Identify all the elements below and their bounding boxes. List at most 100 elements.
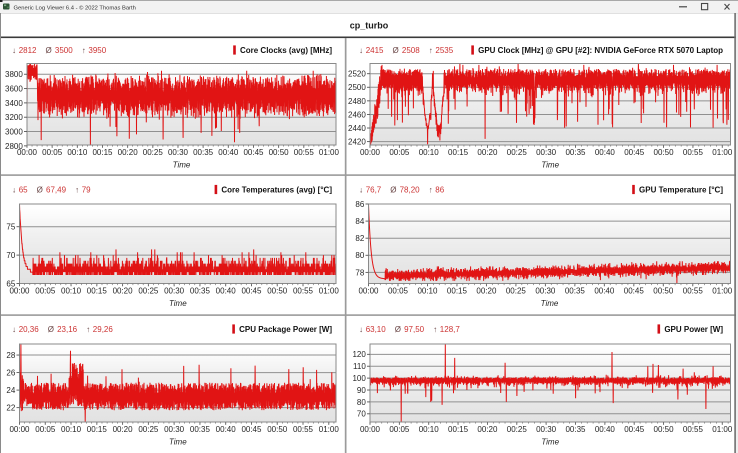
svg-text:90: 90 — [357, 386, 366, 395]
svg-text:00:50: 00:50 — [653, 287, 674, 296]
svg-text:00:30: 00:30 — [536, 425, 557, 434]
svg-text:00:30: 00:30 — [168, 148, 189, 157]
svg-text:00:00: 00:00 — [360, 425, 381, 434]
svg-text:2420: 2420 — [348, 138, 366, 147]
svg-text:00:05: 00:05 — [35, 287, 56, 296]
svg-text:70: 70 — [357, 410, 366, 419]
svg-text:00:30: 00:30 — [164, 425, 185, 434]
svg-text:01:00: 01:00 — [319, 287, 340, 296]
svg-text:2460: 2460 — [348, 110, 366, 119]
svg-text:00:15: 00:15 — [448, 148, 469, 157]
svg-text:00:15: 00:15 — [92, 148, 113, 157]
svg-text:00:05: 00:05 — [42, 148, 63, 157]
svg-text:82: 82 — [355, 234, 364, 243]
svg-text:00:40: 00:40 — [595, 425, 616, 434]
svg-text:120: 120 — [352, 350, 366, 359]
svg-text:24: 24 — [6, 386, 15, 395]
svg-text:00:40: 00:40 — [595, 148, 616, 157]
svg-text:3000: 3000 — [5, 127, 23, 136]
svg-text:00:50: 00:50 — [267, 425, 288, 434]
svg-text:01:00: 01:00 — [712, 425, 733, 434]
svg-text:00:00: 00:00 — [17, 148, 38, 157]
svg-text:00:10: 00:10 — [61, 287, 82, 296]
svg-text:00:15: 00:15 — [87, 425, 108, 434]
svg-text:00:45: 00:45 — [243, 148, 264, 157]
svg-text:00:50: 00:50 — [267, 287, 288, 296]
svg-text:01:00: 01:00 — [712, 148, 733, 157]
svg-text:00:40: 00:40 — [216, 287, 237, 296]
svg-text:00:15: 00:15 — [448, 425, 469, 434]
svg-text:Core Temperatures (avg) [°C]: Core Temperatures (avg) [°C] — [221, 186, 332, 195]
svg-text:00:55: 00:55 — [293, 287, 314, 296]
svg-text:Time: Time — [541, 160, 559, 169]
svg-text:2520: 2520 — [348, 70, 366, 79]
svg-text:00:25: 00:25 — [507, 148, 528, 157]
svg-text:00:35: 00:35 — [193, 148, 214, 157]
svg-text:75: 75 — [6, 223, 15, 232]
svg-text:Time: Time — [173, 160, 191, 169]
svg-text:80: 80 — [355, 251, 364, 260]
svg-text:00:00: 00:00 — [358, 287, 379, 296]
svg-text:00:25: 00:25 — [507, 425, 528, 434]
svg-text:00:00: 00:00 — [9, 425, 30, 434]
svg-text:00:20: 00:20 — [113, 287, 134, 296]
svg-text:00:50: 00:50 — [654, 425, 675, 434]
svg-text:22: 22 — [6, 404, 15, 413]
svg-text:00:10: 00:10 — [419, 148, 440, 157]
svg-text:GPU Clock [MHz] @ GPU [#2]: NV: GPU Clock [MHz] @ GPU [#2]: NVIDIA GeFor… — [478, 46, 723, 55]
svg-text:00:15: 00:15 — [447, 287, 468, 296]
svg-text:00:45: 00:45 — [624, 425, 645, 434]
svg-text:Time: Time — [541, 437, 559, 446]
svg-text:00:05: 00:05 — [35, 425, 56, 434]
svg-text:00:35: 00:35 — [565, 287, 586, 296]
svg-text:00:10: 00:10 — [67, 148, 88, 157]
svg-text:00:35: 00:35 — [565, 148, 586, 157]
svg-text:Time: Time — [541, 299, 559, 308]
svg-text:00:55: 00:55 — [294, 148, 315, 157]
svg-text:00:25: 00:25 — [506, 287, 527, 296]
svg-text:00:50: 00:50 — [654, 148, 675, 157]
svg-text:00:45: 00:45 — [241, 287, 262, 296]
svg-text:86: 86 — [355, 200, 364, 209]
svg-text:3400: 3400 — [5, 99, 23, 108]
svg-text:00:00: 00:00 — [9, 287, 30, 296]
svg-text:Time: Time — [169, 437, 187, 446]
svg-text:GPU Power [W]: GPU Power [W] — [664, 325, 723, 334]
svg-text:Core Clocks (avg) [MHz]: Core Clocks (avg) [MHz] — [240, 46, 332, 55]
svg-text:00:45: 00:45 — [624, 148, 645, 157]
svg-text:00:05: 00:05 — [389, 425, 410, 434]
svg-text:00:20: 00:20 — [113, 425, 134, 434]
svg-text:3600: 3600 — [5, 84, 23, 93]
svg-text:00:30: 00:30 — [164, 287, 185, 296]
svg-text:80: 80 — [357, 398, 366, 407]
svg-text:2500: 2500 — [348, 83, 366, 92]
svg-text:70: 70 — [6, 251, 15, 260]
svg-text:00:45: 00:45 — [241, 425, 262, 434]
svg-text:78: 78 — [355, 268, 364, 277]
svg-text:Generic Log Viewer 6.4 - © 202: Generic Log Viewer 6.4 - © 2022 Thomas B… — [14, 4, 136, 11]
svg-text:00:55: 00:55 — [683, 425, 704, 434]
svg-text:GPU Temperature [°C]: GPU Temperature [°C] — [639, 186, 723, 195]
svg-text:00:25: 00:25 — [138, 287, 159, 296]
svg-text:00:55: 00:55 — [293, 425, 314, 434]
svg-text:01:00: 01:00 — [319, 148, 340, 157]
svg-text:3200: 3200 — [5, 113, 23, 122]
svg-text:cp_turbo: cp_turbo — [350, 21, 389, 31]
svg-text:00:35: 00:35 — [565, 425, 586, 434]
svg-text:3800: 3800 — [5, 70, 23, 79]
svg-text:65: 65 — [6, 279, 15, 288]
svg-text:2800: 2800 — [5, 142, 23, 151]
svg-text:01:00: 01:00 — [319, 425, 340, 434]
svg-text:00:40: 00:40 — [594, 287, 615, 296]
svg-text:00:30: 00:30 — [535, 287, 556, 296]
svg-text:00:55: 00:55 — [683, 148, 704, 157]
svg-text:00:05: 00:05 — [388, 287, 409, 296]
svg-text:CPU Package Power [W]: CPU Package Power [W] — [239, 325, 332, 334]
svg-text:00:10: 00:10 — [419, 425, 440, 434]
svg-text:00:45: 00:45 — [624, 287, 645, 296]
